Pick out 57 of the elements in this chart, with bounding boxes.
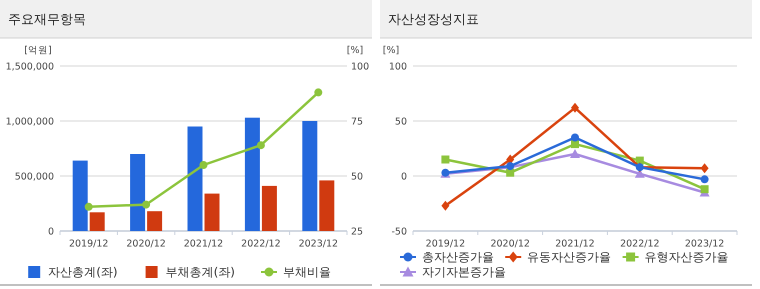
legend-label: 총자산증가율 [422,250,494,264]
bar [90,212,105,231]
legend-label: 유형자산증가율 [644,250,729,264]
bar [72,160,88,231]
bar [302,121,318,231]
x-tick-label: 2021/12 [555,238,595,250]
bar [262,186,277,231]
point [700,163,709,174]
y-tick-label: 1,000,000 [6,116,54,128]
x-tick-label: 2020/12 [490,238,530,250]
chart-title: 주요재무항목 [8,12,86,28]
y-tick-label: 0 [48,226,54,238]
point [571,134,579,142]
y2-tick-label: 25 [351,226,364,238]
x-tick-label: 2023/12 [298,238,338,250]
x-tick-label: 2022/12 [241,238,281,250]
y-axis-title: [억원] [24,45,52,56]
x-tick-label: 2022/12 [620,238,660,250]
bar [130,154,146,231]
y-tick-label: 100 [388,61,407,72]
y2-tick-label: 50 [351,171,364,182]
x-tick-label: 2020/12 [126,238,166,250]
point [314,88,322,96]
point [441,156,450,164]
legend-label: 자산총계(좌) [48,265,118,280]
point [700,175,709,184]
point [142,200,150,209]
legend-label: 부채총계(좌) [166,265,235,280]
x-tick-label: 2019/12 [426,238,466,250]
y2-tick-label: 100 [351,61,370,72]
point [700,185,709,194]
bar [188,126,202,231]
y-tick-label: 1,500,000 [6,61,54,72]
bar [147,211,162,231]
y2-tick-label: 75 [351,116,364,128]
y2-axis-title: [%] [346,45,364,56]
legend-label: 자기자본증가율 [422,265,506,280]
point [441,200,450,211]
chart-title: 자산성장성지표 [388,12,479,28]
legend-label: 유동자산증가율 [527,250,612,264]
bar [204,194,220,231]
y-tick-label: 50 [394,116,407,128]
x-tick-label: 2023/12 [684,238,724,250]
x-tick-label: 2019/12 [68,238,108,250]
y-tick-label: 0 [400,171,407,182]
point [571,102,579,113]
point [256,141,265,150]
y-tick-label: 500,000 [14,171,54,182]
bar [244,118,260,231]
y-axis-title: [%] [382,45,400,56]
y-tick-label: -50 [391,226,407,238]
point [570,149,580,158]
bar [319,180,334,231]
point [84,202,93,211]
legend-label: 부채비율 [283,265,331,280]
point [200,161,208,169]
x-tick-label: 2021/12 [184,238,224,250]
